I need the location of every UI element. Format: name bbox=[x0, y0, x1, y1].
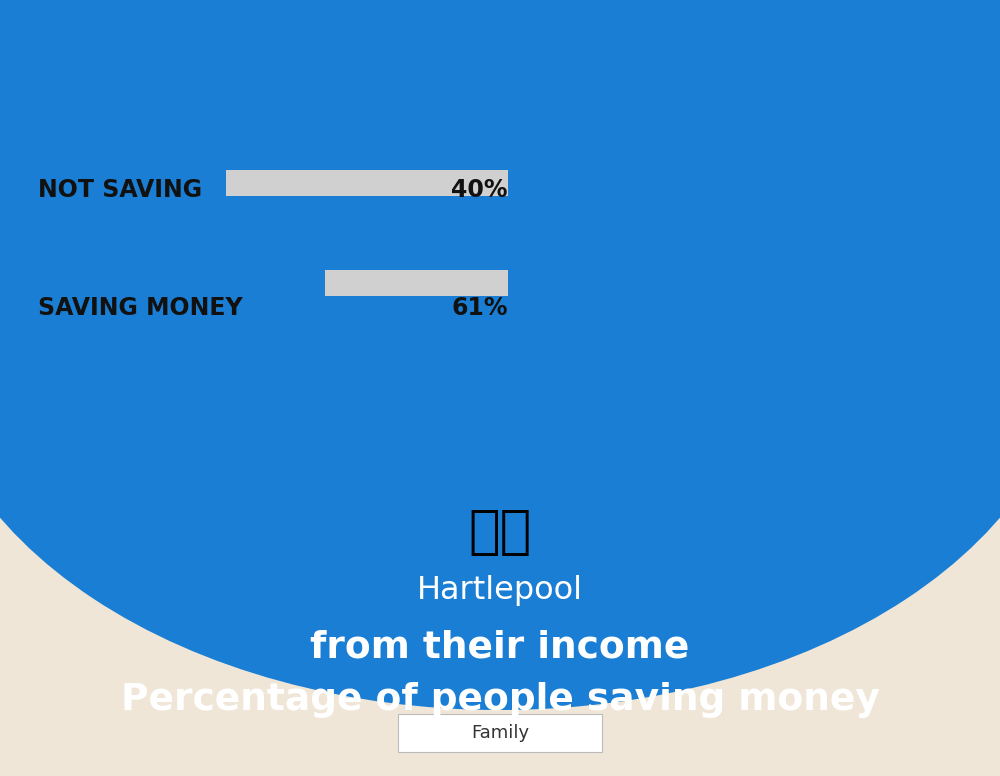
Bar bbox=[38, 270, 325, 296]
Text: NOT SAVING: NOT SAVING bbox=[38, 178, 202, 202]
FancyBboxPatch shape bbox=[398, 714, 602, 752]
Text: 🇬🇧: 🇬🇧 bbox=[468, 506, 532, 558]
Text: from their income: from their income bbox=[310, 630, 690, 666]
Bar bbox=[38, 170, 508, 196]
Ellipse shape bbox=[0, 0, 1000, 710]
Text: 61%: 61% bbox=[452, 296, 508, 320]
Bar bbox=[0, 0, 1000, 340]
Text: Percentage of people saving money: Percentage of people saving money bbox=[121, 682, 879, 718]
Text: 40%: 40% bbox=[452, 178, 508, 202]
Text: Family: Family bbox=[471, 724, 529, 742]
Bar bbox=[38, 170, 226, 196]
Bar bbox=[38, 270, 508, 296]
Text: SAVING MONEY: SAVING MONEY bbox=[38, 296, 243, 320]
Text: Hartlepool: Hartlepool bbox=[417, 574, 583, 605]
